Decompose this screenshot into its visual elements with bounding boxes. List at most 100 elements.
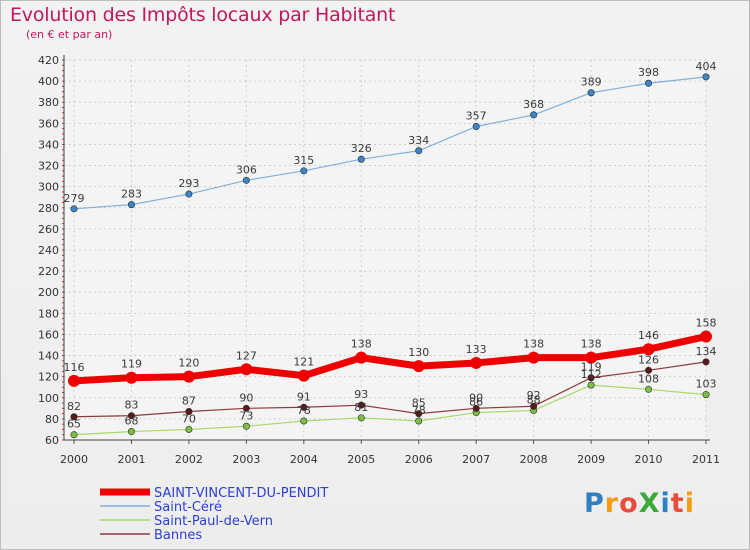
data-point <box>70 431 78 439</box>
y-tick-label: 340 <box>38 138 59 151</box>
data-label: 83 <box>124 399 138 412</box>
logo-letter: r <box>604 488 620 519</box>
y-tick-label: 220 <box>38 265 59 278</box>
data-label: 86 <box>469 396 483 409</box>
data-label: 283 <box>121 188 142 201</box>
data-point <box>300 403 308 411</box>
data-point <box>185 190 193 198</box>
data-label: 81 <box>354 401 368 414</box>
data-label: 119 <box>581 361 602 374</box>
data-label: 108 <box>638 372 659 385</box>
data-point <box>472 404 480 412</box>
data-point <box>242 176 250 184</box>
data-point <box>357 414 365 422</box>
x-tick-label: 2005 <box>347 453 375 466</box>
x-tick-label: 2009 <box>577 453 605 466</box>
x-tick-label: 2006 <box>405 453 433 466</box>
data-point <box>242 422 250 430</box>
data-point <box>530 402 538 410</box>
logo-letter: X <box>638 488 661 519</box>
data-point <box>530 111 538 119</box>
data-label: 92 <box>527 389 541 402</box>
data-point <box>127 201 135 209</box>
data-label: 130 <box>408 346 429 359</box>
data-point <box>355 351 368 364</box>
y-tick-label: 380 <box>38 96 59 109</box>
data-point <box>700 330 712 343</box>
data-point <box>470 356 483 369</box>
y-tick-label: 80 <box>45 413 59 426</box>
data-point <box>70 205 78 213</box>
data-point <box>125 371 138 384</box>
data-point <box>587 374 595 382</box>
data-label: 138 <box>351 338 372 351</box>
y-tick-label: 180 <box>38 307 59 320</box>
y-tick-label: 240 <box>38 244 59 257</box>
data-point <box>127 428 135 436</box>
logo-letter: i <box>660 488 671 519</box>
x-tick-label: 2008 <box>520 453 548 466</box>
chart-subtitle: (en € et par an) <box>26 28 113 41</box>
data-label: 368 <box>523 98 544 111</box>
series-line-1 <box>73 76 707 210</box>
data-point <box>240 363 253 376</box>
data-label: 78 <box>412 404 426 417</box>
data-label: 315 <box>293 154 314 167</box>
data-label: 404 <box>696 60 717 73</box>
legend-label: Saint-Céré <box>154 500 222 515</box>
x-tick-label: 2001 <box>117 453 145 466</box>
data-label: 73 <box>239 409 253 422</box>
data-label: 306 <box>236 163 257 176</box>
data-label: 134 <box>696 345 717 358</box>
chart-title: Evolution des Impôts locaux par Habitant <box>10 4 396 26</box>
data-point <box>415 147 423 155</box>
data-label: 82 <box>67 400 81 413</box>
data-point <box>182 370 195 383</box>
data-point <box>127 412 135 420</box>
data-label: 103 <box>696 378 717 391</box>
data-point <box>297 369 310 382</box>
data-point <box>415 410 423 418</box>
data-label: 93 <box>354 388 368 401</box>
data-label: 90 <box>469 391 483 404</box>
y-tick-label: 300 <box>38 181 59 194</box>
legend-label: Saint-Paul-de-Vern <box>154 514 273 529</box>
y-tick-label: 120 <box>38 371 59 384</box>
data-point <box>472 123 480 131</box>
data-label: 279 <box>64 192 85 205</box>
data-label: 68 <box>124 415 138 428</box>
data-point <box>645 79 653 87</box>
data-point <box>357 401 365 409</box>
logo-letter: t <box>670 488 685 519</box>
data-label: 121 <box>293 356 314 369</box>
series-line-3 <box>73 361 707 418</box>
data-label: 116 <box>64 361 85 374</box>
data-label: 85 <box>412 397 426 410</box>
y-tick-label: 160 <box>38 328 59 341</box>
data-label: 112 <box>581 368 602 381</box>
data-point <box>185 407 193 415</box>
y-tick-label: 320 <box>38 160 59 173</box>
data-label: 120 <box>178 357 199 370</box>
x-tick-label: 2007 <box>462 453 490 466</box>
data-point <box>70 413 78 421</box>
data-label: 146 <box>638 329 659 342</box>
data-point <box>645 366 653 374</box>
data-point <box>585 351 598 364</box>
logo-letter: o <box>619 488 639 519</box>
data-label: 127 <box>236 349 257 362</box>
data-point <box>68 374 80 387</box>
data-point <box>300 417 308 425</box>
data-label: 293 <box>178 177 199 190</box>
data-label: 357 <box>466 110 487 123</box>
x-tick-label: 2002 <box>175 453 203 466</box>
y-tick-label: 420 <box>38 54 59 67</box>
data-label: 91 <box>297 390 311 403</box>
data-label: 88 <box>527 393 541 406</box>
data-label: 389 <box>581 76 602 89</box>
logo-letter: i <box>684 488 695 519</box>
data-label: 87 <box>182 395 196 408</box>
data-label: 126 <box>638 353 659 366</box>
data-point <box>645 385 653 393</box>
data-point <box>357 155 365 163</box>
